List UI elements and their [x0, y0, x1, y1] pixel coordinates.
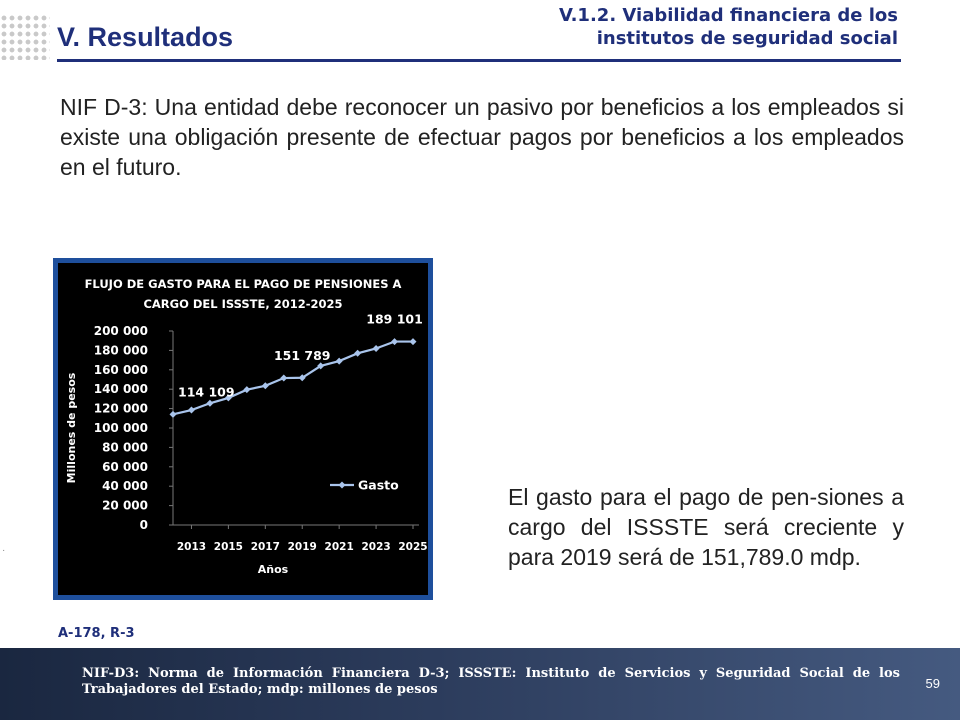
header-rule [57, 59, 901, 62]
subtitle: V.1.2. Viabilidad financiera de los inst… [538, 4, 898, 50]
decorative-dot-grid [0, 14, 50, 60]
x-tick-label: 2013 [177, 541, 206, 553]
data-point-marker [261, 382, 269, 390]
data-point-marker [206, 399, 214, 407]
legend-swatch-marker [338, 481, 346, 489]
data-point-marker [372, 344, 380, 352]
x-axis-label: Años [258, 563, 289, 576]
y-tick-label: 20 000 [102, 499, 148, 513]
series-line-gasto [172, 340, 413, 416]
chart-frame: FLUJO DE GASTO PARA EL PAGO DE PENSIONES… [53, 258, 433, 600]
footer-bar: NIF-D3: Norma de Información Financiera … [0, 648, 960, 720]
y-tick-label: 180 000 [94, 343, 148, 357]
x-tick-label: 2019 [288, 541, 317, 553]
y-tick-label: 60 000 [102, 460, 148, 474]
data-point-marker [224, 394, 232, 402]
subtitle-line-1: V.1.2. Viabilidad financiera de los [558, 5, 898, 26]
data-point-marker [169, 410, 177, 418]
data-point-marker [335, 357, 343, 365]
data-label: 114 109 [178, 384, 235, 399]
pension-expense-chart: FLUJO DE GASTO PARA EL PAGO DE PENSIONES… [65, 277, 428, 576]
y-tick-label: 0 [140, 518, 148, 532]
legend-label: Gasto [358, 478, 399, 493]
chart-title-line-1: FLUJO DE GASTO PARA EL PAGO DE PENSIONES… [85, 277, 402, 291]
page-number: 59 [925, 676, 940, 691]
data-label: 189 101 [366, 312, 423, 327]
data-point-marker [354, 349, 362, 357]
chart-title-line-2: CARGO DEL ISSSTE, 2012-2025 [143, 297, 342, 311]
data-point-marker [243, 386, 251, 394]
section-title: V. Resultados [57, 22, 234, 52]
y-axis-label: Millones de pesos [65, 372, 78, 483]
y-tick-label: 120 000 [94, 402, 148, 416]
y-tick-label: 40 000 [102, 479, 148, 493]
x-tick-label: 2015 [214, 541, 243, 553]
data-point-marker [409, 338, 417, 346]
subtitle-line-2: institutos de seguridad social [596, 28, 898, 49]
x-tick-label: 2023 [361, 541, 390, 553]
intro-paragraph: NIF D-3: Una entidad debe reconocer un p… [60, 94, 904, 180]
source-reference: A-178, R-3 [58, 626, 135, 641]
data-point-marker [187, 406, 195, 414]
x-tick-label: 2017 [251, 541, 280, 553]
y-tick-label: 140 000 [94, 382, 148, 396]
y-tick-label: 160 000 [94, 363, 148, 377]
chart-panel: FLUJO DE GASTO PARA EL PAGO DE PENSIONES… [58, 263, 428, 595]
y-tick-label: 80 000 [102, 440, 148, 454]
edge-mark: · [2, 545, 6, 556]
summary-paragraph: El gasto para el pago de pen-siones a ca… [508, 484, 904, 570]
data-label: 151 789 [274, 348, 331, 363]
data-point-marker [280, 374, 288, 382]
data-point-marker [391, 338, 399, 346]
data-point-marker [317, 362, 325, 370]
y-tick-label: 200 000 [94, 324, 148, 338]
y-tick-label: 100 000 [94, 421, 148, 435]
x-tick-label: 2021 [325, 541, 354, 553]
data-point-marker [298, 374, 306, 382]
x-tick-label: 2025 [398, 541, 427, 553]
footer-abbreviations-note: NIF-D3: Norma de Información Financiera … [82, 666, 900, 697]
